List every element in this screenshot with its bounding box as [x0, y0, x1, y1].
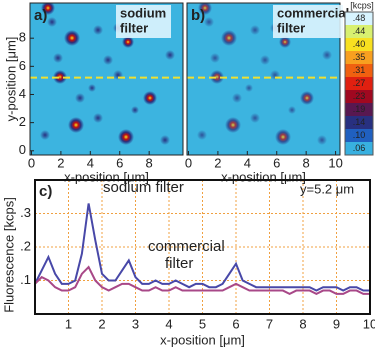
y-tick-label: .2: [20, 238, 31, 253]
x-tick-label: 4: [244, 155, 251, 170]
colorbar-frame: [344, 11, 374, 156]
colorbar-label: .14: [353, 117, 366, 127]
colorbar-cell: [345, 38, 373, 51]
x-tick-label: 4: [165, 316, 172, 331]
colorbar-unit: [kcps]: [350, 0, 374, 10]
y-tick-label: 4: [19, 86, 26, 101]
colorbar-label: .48: [353, 13, 366, 23]
x-tick-label: 2: [214, 155, 221, 170]
colorbar-label: .31: [353, 65, 366, 75]
colorbar-cell: [345, 64, 373, 77]
frame: [29, 2, 184, 156]
x-tick-label: 8: [146, 155, 153, 170]
y-tick-label: 2: [19, 114, 26, 129]
map-title: filter: [277, 20, 305, 35]
x-tick-label: 5: [199, 316, 206, 331]
colorbar-label: .10: [353, 130, 366, 140]
x-tick-label: 10: [328, 155, 342, 170]
frame: [186, 2, 341, 156]
panel-label: a): [34, 7, 47, 24]
legend-entry: sodium filter: [103, 179, 184, 196]
line-series: [34, 203, 370, 292]
x-tick-label: 6: [116, 155, 123, 170]
colorbar-cell: [345, 51, 373, 64]
x-tick-label: 6: [232, 316, 239, 331]
colorbar-label: .19: [353, 104, 366, 114]
map-title: commercial: [277, 5, 349, 20]
legend-entry: commercial: [148, 238, 225, 255]
colorbar-cell: [345, 129, 373, 142]
annotation: y=5.2 μm: [300, 181, 354, 196]
colorbar-cell: [345, 90, 373, 103]
colorbar-label: .40: [353, 39, 366, 49]
map-title: filter: [120, 20, 148, 35]
x-tick-label: 2: [98, 316, 105, 331]
colorbar-label: .35: [353, 52, 366, 62]
x-tick-label: 9: [333, 316, 340, 331]
line-series: [34, 265, 370, 296]
colorbar-label: .23: [353, 91, 366, 101]
x-tick-label: 3: [132, 316, 139, 331]
x-tick-label: 7: [266, 316, 273, 331]
x-tick-label: 6: [273, 155, 280, 170]
colorbar-cell: [345, 116, 373, 129]
title-box: [116, 5, 171, 38]
y-tick-label: 6: [19, 58, 26, 73]
panel-label: c): [39, 183, 52, 200]
y-axis-label: Fluorescence [kcps]: [1, 197, 16, 313]
x-axis-label: x-position [μm]: [160, 332, 245, 347]
colorbar-cell: [345, 77, 373, 90]
colorbar-cell: [345, 103, 373, 116]
x-tick-label: 0: [28, 155, 35, 170]
x-tick-label: 8: [303, 155, 310, 170]
y-tick-label: 0: [19, 142, 26, 157]
plot-frame: [34, 179, 371, 315]
x-tick-label: 1: [65, 316, 72, 331]
x-axis-label: x-position [μm]: [221, 169, 306, 184]
x-tick-label: 4: [87, 155, 94, 170]
colorbar-cell: [345, 142, 373, 155]
x-tick-label: 10: [363, 316, 375, 331]
x-tick-label: 8: [299, 316, 306, 331]
colorbar-cell: [345, 12, 373, 25]
colorbar-label: .06: [353, 143, 366, 153]
colorbar-label: .44: [353, 26, 366, 36]
colorbar-cell: [345, 25, 373, 38]
y-tick-label: .3: [20, 205, 31, 220]
colorbar-label: .27: [353, 78, 366, 88]
y-tick-label: 8: [19, 30, 26, 45]
x-tick-label: 2: [57, 155, 64, 170]
panel-label: b): [191, 7, 205, 24]
y-axis-label: y-position [μm]: [3, 37, 18, 122]
x-tick-label: 0: [185, 155, 192, 170]
y-tick-label: .1: [20, 272, 31, 287]
legend-entry: filter: [165, 255, 193, 272]
title-box: [273, 5, 343, 38]
map-title: sodium: [120, 5, 166, 20]
